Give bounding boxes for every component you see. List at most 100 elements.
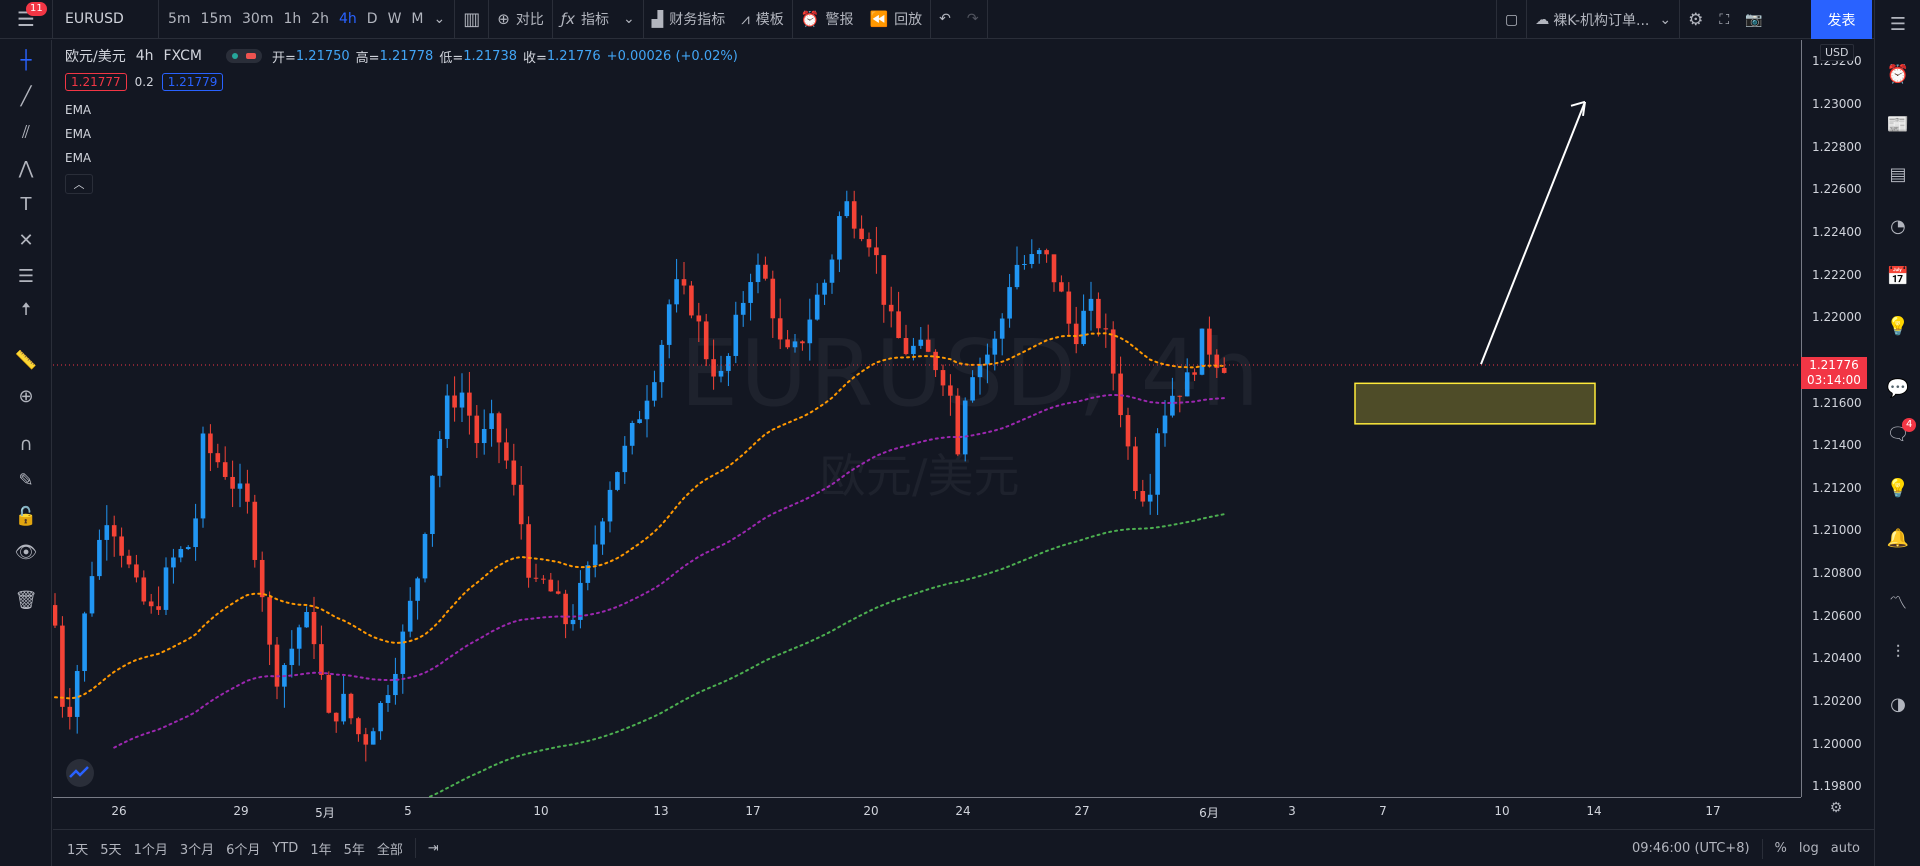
- data-window-icon: ▤: [1889, 163, 1907, 185]
- position-tool[interactable]: ☰: [12, 262, 40, 290]
- buy-price-box[interactable]: 1.21779: [161, 73, 224, 91]
- clock[interactable]: 09:46:00 (UTC+8): [1631, 841, 1750, 856]
- ema-indicator-3[interactable]: EMA: [65, 151, 92, 165]
- currency-badge[interactable]: USD: [1820, 44, 1854, 61]
- interval-30m[interactable]: 30m: [242, 11, 274, 27]
- ema-indicator-2[interactable]: EMA: [65, 127, 92, 141]
- undo-button[interactable]: ↶: [931, 0, 959, 39]
- market-status-toggle[interactable]: [225, 49, 262, 63]
- range-1m[interactable]: 1个月: [133, 842, 168, 858]
- watchlist-button[interactable]: ☰: [1884, 10, 1912, 38]
- candle-body: [1155, 433, 1160, 495]
- compare-button[interactable]: ⊕ 对比: [489, 0, 552, 39]
- interval-m[interactable]: M: [411, 11, 424, 27]
- data-window-button[interactable]: ▤: [1884, 160, 1912, 188]
- settings-button[interactable]: ⚙: [1680, 0, 1711, 39]
- legend-symbol-name[interactable]: 欧元/美元: [65, 49, 126, 65]
- range-5y[interactable]: 5年: [343, 842, 365, 858]
- candle-body: [911, 345, 916, 355]
- candle-body: [134, 564, 139, 578]
- financials-button[interactable]: ▟ 财务指标: [644, 0, 734, 39]
- arrow-tool[interactable]: 🠅: [12, 298, 40, 326]
- range-6m[interactable]: 6个月: [226, 842, 261, 858]
- time-tick-label: 6月: [1199, 806, 1219, 820]
- range-3m[interactable]: 3个月: [179, 842, 215, 858]
- xabcd-tool[interactable]: ✕: [12, 226, 40, 254]
- layout-name-dropdown[interactable]: ☁ 裸K-机构订单... ⌄: [1527, 0, 1679, 39]
- ema-indicator-1[interactable]: EMA: [65, 103, 92, 117]
- pattern-tool[interactable]: ⋀: [12, 154, 40, 182]
- remove-tool[interactable]: 🗑: [12, 586, 40, 614]
- range-1y[interactable]: 1年: [310, 842, 332, 858]
- ruler-tool[interactable]: 📏: [12, 346, 40, 374]
- time-axis[interactable]: 26 29 5月 5 10 13 17 20 24 27 6月 3 7 10 14 17: [53, 797, 1801, 823]
- fullscreen-button[interactable]: ⛶: [1711, 0, 1737, 39]
- candle-body: [629, 422, 635, 446]
- templates-button[interactable]: ⩘ 模板: [733, 0, 791, 39]
- interval-15m[interactable]: 15m: [200, 11, 232, 27]
- candle-body: [193, 518, 198, 548]
- redo-button[interactable]: ↷: [959, 0, 987, 39]
- chat-button[interactable]: 💬: [1884, 374, 1912, 402]
- sell-price-box[interactable]: 1.21777: [65, 73, 127, 91]
- text-tool[interactable]: T: [12, 190, 40, 218]
- interval-2h[interactable]: 2h: [311, 11, 330, 27]
- notifications-button[interactable]: 🔔: [1884, 524, 1912, 552]
- stay-drawing-tool[interactable]: ✎: [12, 466, 40, 494]
- crosshair-tool[interactable]: ┼: [12, 46, 40, 74]
- chart-type-button[interactable]: ▥: [455, 0, 488, 39]
- collapse-legend-button[interactable]: ︿: [65, 174, 93, 194]
- calendar-button[interactable]: 📅: [1884, 262, 1912, 290]
- interval-4h[interactable]: 4h: [339, 11, 357, 27]
- alerts-panel-button[interactable]: ⏰: [1884, 60, 1912, 88]
- alarm-clock-icon: ⏰: [800, 10, 820, 28]
- interval-1h[interactable]: 1h: [283, 11, 302, 27]
- candle-body: [415, 578, 420, 601]
- symbol-search[interactable]: EURUSD: [65, 11, 124, 27]
- candle-body: [481, 428, 487, 444]
- snapshot-button[interactable]: 📷: [1737, 0, 1770, 39]
- magnet-tool[interactable]: ∩: [12, 430, 40, 458]
- range-ytd[interactable]: YTD: [272, 840, 299, 856]
- range-all[interactable]: 全部: [376, 842, 403, 858]
- interval-5m[interactable]: 5m: [168, 11, 191, 27]
- candle-body: [171, 557, 176, 568]
- help-button[interactable]: ◑: [1884, 690, 1912, 718]
- dom-button[interactable]: ⫶: [1884, 638, 1912, 666]
- messages-button[interactable]: 🗨 4: [1884, 418, 1917, 448]
- replay-button[interactable]: ⏪ 回放: [861, 0, 930, 39]
- fib-tool[interactable]: ⫽: [12, 118, 40, 146]
- chart-pane[interactable]: [53, 40, 1801, 797]
- layout-select-button[interactable]: ▢: [1497, 0, 1526, 39]
- candle-body: [726, 355, 731, 371]
- news-button[interactable]: 📰: [1884, 110, 1912, 138]
- range-1d[interactable]: 1天: [67, 842, 89, 858]
- percent-toggle[interactable]: %: [1774, 841, 1787, 856]
- zoom-tool[interactable]: ⊕: [12, 382, 40, 410]
- zoom-in-icon: ⊕: [18, 385, 34, 407]
- candle-body: [444, 395, 450, 440]
- log-toggle[interactable]: log: [1798, 841, 1819, 856]
- candle-body: [644, 400, 650, 420]
- publish-button[interactable]: 发表: [1811, 0, 1872, 39]
- trading-panel-button[interactable]: 〽: [1884, 588, 1912, 616]
- interval-d[interactable]: D: [366, 11, 378, 27]
- range-5d[interactable]: 5天: [100, 842, 122, 858]
- main-menu-button[interactable]: ☰ 11: [0, 0, 52, 39]
- hotlists-button[interactable]: ◔: [1884, 212, 1912, 240]
- visibility-tool[interactable]: 👁: [12, 538, 40, 566]
- lock-tool[interactable]: 🔓: [12, 502, 40, 530]
- indicators-button[interactable]: ƒx 指标 ⌄: [553, 0, 643, 39]
- axis-settings-button[interactable]: ⚙: [1826, 800, 1846, 820]
- alert-button[interactable]: ⏰ 警报: [793, 0, 862, 39]
- streams-button[interactable]: 💡: [1884, 474, 1912, 502]
- interval-w[interactable]: W: [387, 11, 402, 27]
- auto-toggle[interactable]: auto: [1830, 841, 1860, 856]
- trend-line-tool[interactable]: ╱: [12, 82, 40, 110]
- interval-dropdown[interactable]: ⌄: [429, 0, 451, 39]
- price-axis[interactable]: 1.23200 1.23000 1.22800 1.22600 1.22400 1.222…: [1801, 40, 1874, 797]
- ideas-button[interactable]: 💡: [1884, 312, 1912, 340]
- goto-date-button[interactable]: ⇥: [422, 841, 445, 856]
- candle-body: [1170, 395, 1175, 416]
- candlestick-chart[interactable]: [53, 40, 1801, 797]
